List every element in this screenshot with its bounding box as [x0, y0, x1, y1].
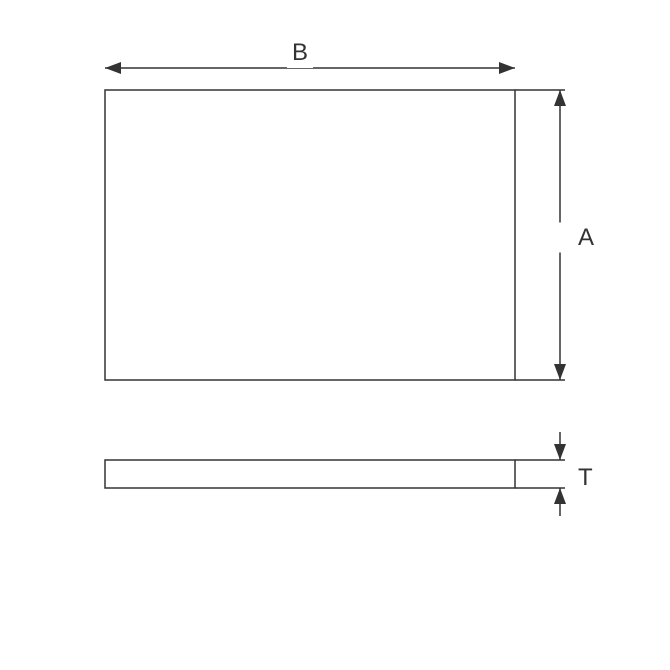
top-view-rect	[105, 90, 515, 380]
dimension-diagram: B A T	[0, 0, 670, 670]
dimension-t-label: T	[578, 464, 593, 491]
dimension-a-label: A	[578, 224, 594, 251]
dimension-b-label: B	[292, 39, 308, 66]
side-view-rect	[105, 460, 515, 488]
